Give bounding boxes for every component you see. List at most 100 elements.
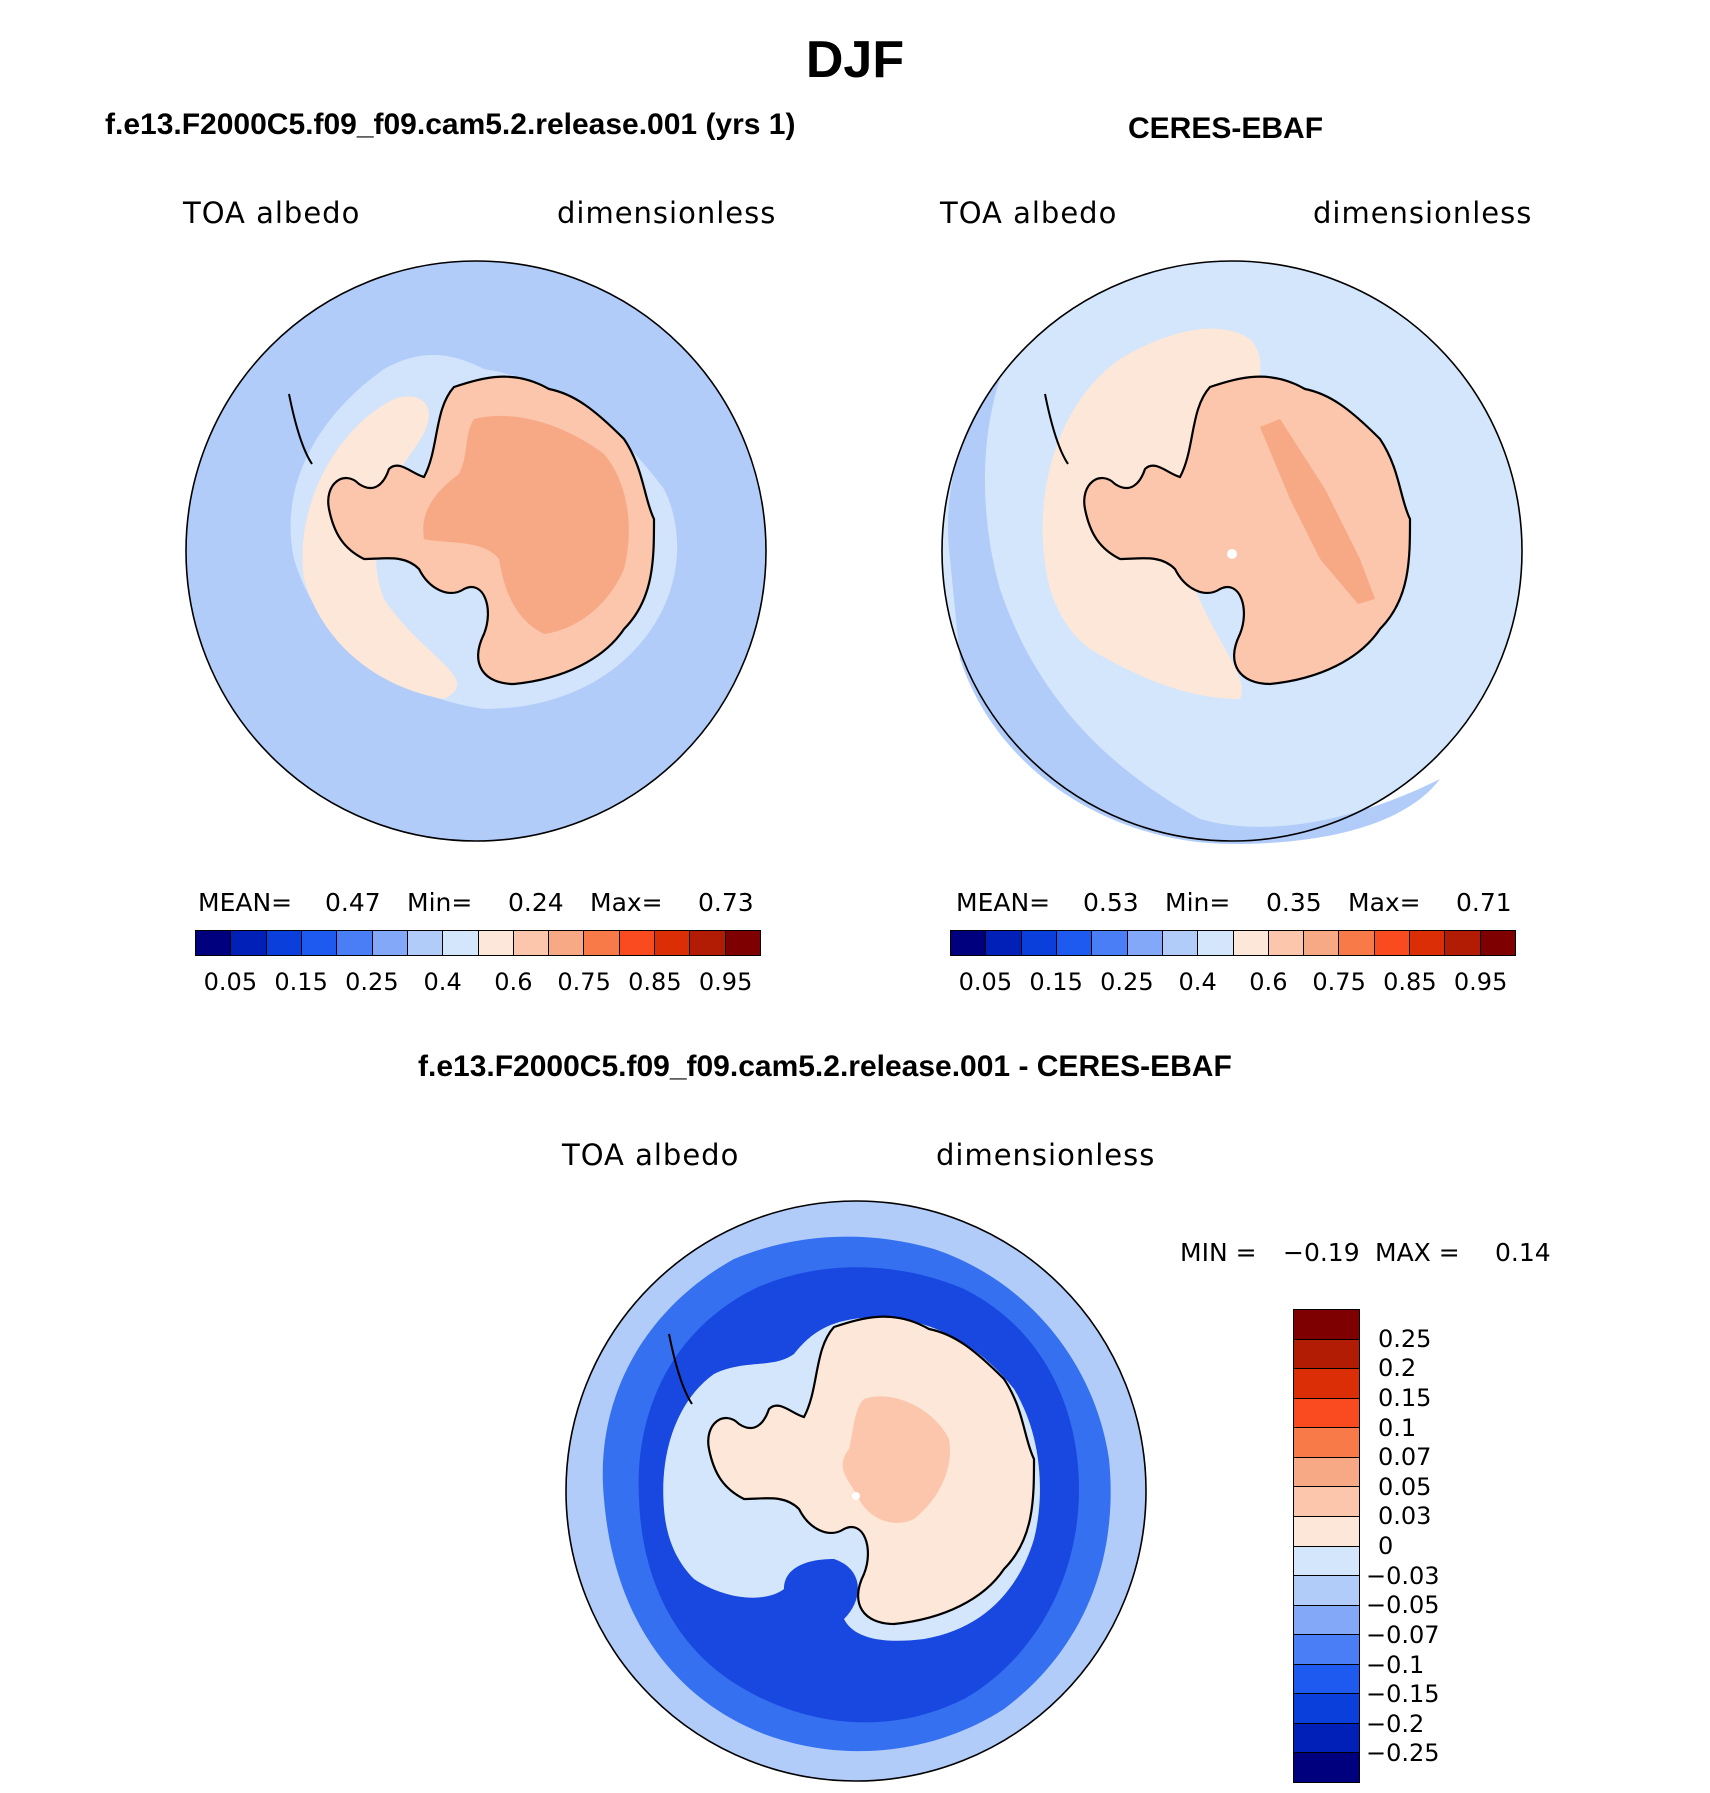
obs-colorbar-ticks: 0.05 0.15 0.25 0.4 0.6 0.75 0.85 0.95 [950,968,1516,998]
obs-mean-label: MEAN= [956,888,1051,917]
obs-variable-label: TOA albedo [940,196,1118,230]
diff-colorbar-tick-label: 0 [1378,1532,1394,1560]
colorbar-tick-label: 0.25 [1100,968,1154,996]
diff-min-label: MIN = [1180,1238,1257,1267]
colorbar-tick-label: 0.95 [698,968,753,996]
diff-colorbar-swatch [1294,1546,1359,1577]
colorbar-swatch [655,931,691,955]
obs-colorbar [950,930,1516,956]
diff-colorbar-tick-label: −0.1 [1366,1650,1425,1679]
model-units-label: dimensionless [557,196,777,230]
colorbar-tick-label: 0.75 [1312,968,1366,996]
colorbar-tick-label: 0.85 [628,968,682,996]
diff-colorbar-tick-label: 0.2 [1378,1354,1417,1383]
model-min-label: Min= [407,888,473,917]
colorbar-tick-label: 0.4 [423,968,462,996]
obs-polar-map [941,260,1523,844]
colorbar-swatch [1480,931,1515,955]
colorbar-swatch [1233,931,1269,955]
diff-colorbar-swatch [1294,1398,1359,1429]
colorbar-tick-label: 0.6 [494,968,533,996]
colorbar-tick-label: 0.15 [274,968,328,996]
colorbar-swatch [1127,931,1163,955]
model-variable-label: TOA albedo [183,196,361,230]
model-max-label: Max= [590,888,663,917]
colorbar-tick-label: 0.85 [1383,968,1437,996]
obs-panel-title: CERES-EBAF [1128,112,1324,145]
model-max-value: 0.73 [698,888,754,917]
obs-max-value: 0.71 [1456,888,1512,917]
diff-colorbar-tick-label: −0.25 [1366,1739,1440,1768]
colorbar-swatch [1410,931,1446,955]
diff-max-label: MAX = [1375,1238,1460,1267]
diff-colorbar [1293,1309,1360,1783]
diff-colorbar-tick-label: 0.03 [1378,1502,1432,1531]
diff-colorbar-tick-label: −0.05 [1366,1591,1440,1620]
diff-colorbar-swatch [1294,1310,1359,1340]
colorbar-swatch [1268,931,1305,955]
colorbar-swatch [1162,931,1199,955]
diff-colorbar-tick-label: −0.07 [1366,1620,1440,1649]
diff-colorbar-tick-label: 0.15 [1378,1383,1432,1412]
diff-colorbar-tick-label: −0.15 [1366,1680,1440,1709]
colorbar-swatch [478,931,514,955]
diff-colorbar-tick-label: −0.03 [1366,1561,1440,1590]
colorbar-swatch [1056,931,1093,955]
diff-colorbar-swatch [1294,1369,1359,1399]
diff-colorbar-tick-label: 0.1 [1378,1413,1417,1442]
colorbar-swatch [549,931,585,955]
diff-colorbar-swatch [1294,1576,1359,1606]
colorbar-swatch [584,931,620,955]
model-colorbar-ticks: 0.05 0.15 0.25 0.4 0.6 0.75 0.85 0.95 [195,968,761,998]
diff-colorbar-swatch [1294,1664,1359,1695]
colorbar-swatch [1445,931,1481,955]
colorbar-swatch [513,931,550,955]
colorbar-swatch [337,931,373,955]
diff-colorbar-swatch [1294,1487,1359,1517]
colorbar-swatch [231,931,267,955]
colorbar-swatch [1339,931,1375,955]
colorbar-swatch [1198,931,1234,955]
diff-colorbar-tick-label: −0.2 [1366,1709,1425,1738]
diff-colorbar-swatch [1294,1428,1359,1458]
diff-variable-label: TOA albedo [562,1138,740,1172]
colorbar-tick-label: 0.4 [1178,968,1217,996]
diff-colorbar-swatch [1294,1339,1359,1370]
colorbar-tick-label: 0.05 [203,968,258,996]
model-polar-map [185,260,767,842]
model-panel-title: f.e13.F2000C5.f09_f09.cam5.2.release.001… [105,108,796,141]
obs-max-label: Max= [1348,888,1421,917]
diff-min-value: −0.19 [1283,1238,1360,1267]
diff-colorbar-swatch [1294,1457,1359,1488]
colorbar-swatch [443,931,479,955]
colorbar-tick-label: 0.75 [557,968,611,996]
colorbar-tick-label: 0.95 [1453,968,1508,996]
colorbar-swatch [725,931,760,955]
diff-colorbar-swatch [1294,1723,1359,1754]
model-mean-label: MEAN= [198,888,293,917]
model-min-value: 0.24 [508,888,564,917]
colorbar-swatch [1021,931,1057,955]
diff-colorbar-swatch [1294,1753,1359,1782]
obs-min-label: Min= [1165,888,1231,917]
obs-units-label: dimensionless [1313,196,1533,230]
diff-polar-map [565,1200,1147,1782]
diff-colorbar-tick-label: 0.05 [1378,1472,1432,1501]
model-mean-value: 0.47 [325,888,381,917]
obs-min-value: 0.35 [1266,888,1322,917]
colorbar-tick-label: 0.05 [958,968,1013,996]
colorbar-tick-label: 0.25 [345,968,399,996]
diff-panel-title: f.e13.F2000C5.f09_f09.cam5.2.release.001… [418,1050,1232,1083]
colorbar-tick-label: 0.15 [1029,968,1083,996]
model-colorbar [195,930,761,956]
colorbar-swatch [619,931,656,955]
colorbar-swatch [951,931,987,955]
colorbar-swatch [266,931,302,955]
colorbar-swatch [1304,931,1340,955]
colorbar-swatch [301,931,338,955]
colorbar-swatch [196,931,232,955]
diff-colorbar-ticks: 0.25 0.2 0.15 0.1 0.07 0.05 0.03 0 −0.03 −0.05 −0.… [1366,1309,1486,1783]
diff-colorbar-swatch [1294,1516,1359,1547]
colorbar-swatch [407,931,444,955]
colorbar-tick-label: 0.6 [1249,968,1288,996]
